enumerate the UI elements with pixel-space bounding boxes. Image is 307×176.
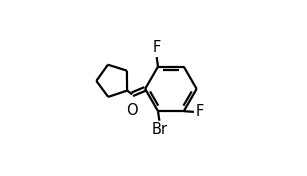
Text: F: F [153,40,161,55]
Text: F: F [196,104,204,119]
Text: Br: Br [151,122,167,137]
Text: O: O [126,103,138,118]
